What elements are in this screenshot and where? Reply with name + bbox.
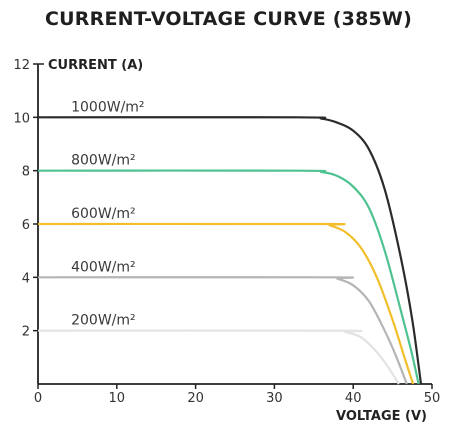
axis-ticks: 2 4 6 8 10 12 0 10 20 30 40 50 — [13, 58, 440, 406]
y-axis-label: CURRENT (A) — [48, 58, 143, 73]
x-tick-label: 30 — [266, 391, 283, 406]
y-tick-label: 12 — [13, 58, 30, 73]
series-label-4: 200W/m² — [71, 313, 136, 329]
series-line-0 — [37, 116, 423, 385]
series-label-2: 600W/m² — [71, 206, 136, 222]
series-label-0: 1000W/m² — [71, 99, 144, 115]
series-lines — [37, 116, 423, 385]
y-tick-label: 8 — [22, 165, 30, 180]
series-line-2 — [37, 222, 415, 385]
x-tick-label: 50 — [424, 391, 441, 406]
series-line-1 — [37, 169, 420, 385]
y-tick-label: 6 — [22, 218, 30, 233]
series-line-3 — [37, 276, 408, 385]
series-labels: 1000W/m² 800W/m² 600W/m² 400W/m² 200W/m² — [71, 99, 144, 328]
x-axis-label: VOLTAGE (V) — [336, 409, 427, 424]
x-tick-label: 20 — [187, 391, 204, 406]
x-tick-label: 40 — [345, 391, 362, 406]
x-tick-label: 0 — [34, 391, 42, 406]
chart-title: CURRENT-VOLTAGE CURVE (385W) — [45, 8, 412, 30]
series-label-3: 400W/m² — [71, 259, 136, 275]
y-tick-label: 2 — [22, 325, 30, 340]
y-tick-label: 10 — [13, 111, 30, 126]
x-tick-label: 10 — [109, 391, 126, 406]
series-line-4 — [37, 329, 400, 385]
y-tick-label: 4 — [22, 271, 30, 286]
series-label-1: 800W/m² — [71, 153, 136, 169]
